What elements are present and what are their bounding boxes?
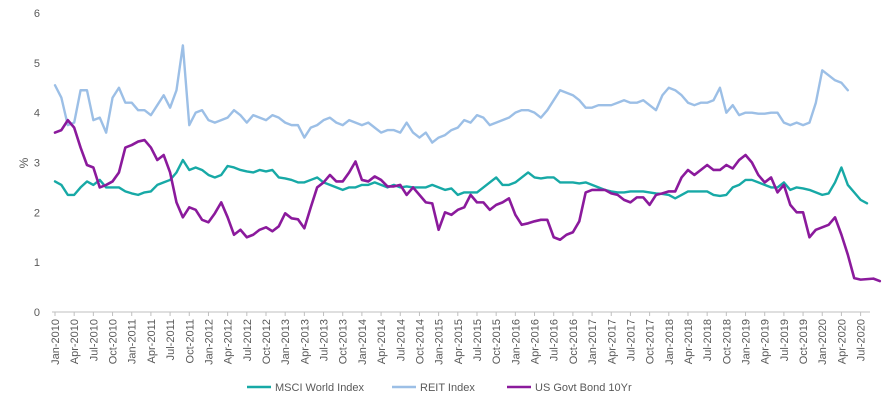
- series-lines: [53, 44, 882, 283]
- legend-label: REIT Index: [420, 382, 475, 394]
- x-tick-label: Jul-2011: [165, 319, 177, 360]
- x-tick-label: Apr-2016: [530, 319, 542, 364]
- x-tick-label: Jul-2020: [856, 319, 868, 361]
- y-tick-label: 3: [34, 158, 40, 170]
- x-tick-label: Apr-2018: [683, 319, 695, 364]
- x-tick-label: Jul-2016: [549, 319, 561, 361]
- x-tick-label: Jul-2017: [625, 319, 637, 361]
- x-tick-label: Oct-2015: [491, 319, 503, 364]
- x-tick-label: Jul-2013: [319, 319, 331, 361]
- series-line-us-govt-bond-10yr: [53, 118, 882, 283]
- x-tick-label: Jan-2010: [50, 319, 62, 365]
- legend-label: MSCI World Index: [275, 382, 365, 394]
- x-axis: Jan-2010 Apr-2010 Jul-2010 Oct-2010 Jan-2011…: [50, 312, 868, 365]
- y-axis: 0 1 2 3 4 5 6: [34, 8, 40, 319]
- x-tick-label: Jul-2014: [395, 319, 407, 361]
- legend: MSCI World Index REIT Index US Govt Bond 1…: [247, 382, 632, 394]
- x-tick-label: Apr-2014: [376, 319, 388, 364]
- x-tick-label: Jul-2010: [88, 319, 100, 361]
- x-tick-label: Jan-2014: [357, 319, 369, 365]
- y-tick-label: 4: [34, 108, 40, 120]
- x-tick-label: Jan-2015: [434, 319, 446, 365]
- x-tick-label: Apr-2017: [606, 319, 618, 364]
- x-tick-label: Jan-2018: [664, 319, 676, 365]
- x-tick-label: Jan-2012: [203, 319, 215, 365]
- series-line-msci-world-index: [53, 158, 869, 205]
- x-tick-label: Apr-2013: [299, 319, 311, 364]
- x-tick-label: Oct-2013: [338, 319, 350, 364]
- x-tick-label: Apr-2011: [146, 319, 158, 363]
- x-tick-label: Apr-2019: [760, 319, 772, 364]
- y-tick-label: 2: [34, 207, 40, 219]
- y-tick-label: 5: [34, 58, 40, 70]
- y-axis-title: %: [17, 157, 31, 168]
- x-tick-label: Jul-2015: [472, 319, 484, 361]
- series-line-reit-index: [53, 44, 850, 144]
- legend-label: US Govt Bond 10Yr: [535, 382, 632, 394]
- x-tick-label: Jan-2020: [817, 319, 829, 365]
- x-tick-label: Jan-2019: [741, 319, 753, 365]
- x-tick-label: Jul-2019: [779, 319, 791, 361]
- x-tick-label: Apr-2020: [836, 319, 848, 364]
- x-tick-label: Apr-2010: [69, 319, 81, 364]
- x-tick-label: Jul-2012: [242, 319, 254, 361]
- x-tick-label: Oct-2019: [798, 319, 810, 364]
- x-tick-label: Jan-2016: [510, 319, 522, 365]
- y-tick-label: 0: [34, 307, 40, 319]
- x-tick-label: Apr-2012: [223, 319, 235, 364]
- y-tick-label: 1: [34, 257, 40, 269]
- x-tick-label: Jan-2011: [127, 319, 139, 364]
- x-tick-label: Jul-2018: [702, 319, 714, 361]
- x-tick-label: Apr-2015: [453, 319, 465, 364]
- x-tick-label: Jan-2013: [280, 319, 292, 365]
- x-tick-label: Oct-2011: [184, 319, 196, 363]
- x-tick-label: Oct-2010: [108, 319, 120, 364]
- x-tick-label: Oct-2016: [568, 319, 580, 364]
- x-tick-label: Oct-2018: [721, 319, 733, 364]
- x-tick-label: Oct-2012: [261, 319, 273, 364]
- x-tick-label: Oct-2017: [645, 319, 657, 364]
- x-tick-label: Oct-2014: [414, 319, 426, 364]
- y-tick-label: 6: [34, 8, 40, 20]
- x-tick-label: Jan-2017: [587, 319, 599, 365]
